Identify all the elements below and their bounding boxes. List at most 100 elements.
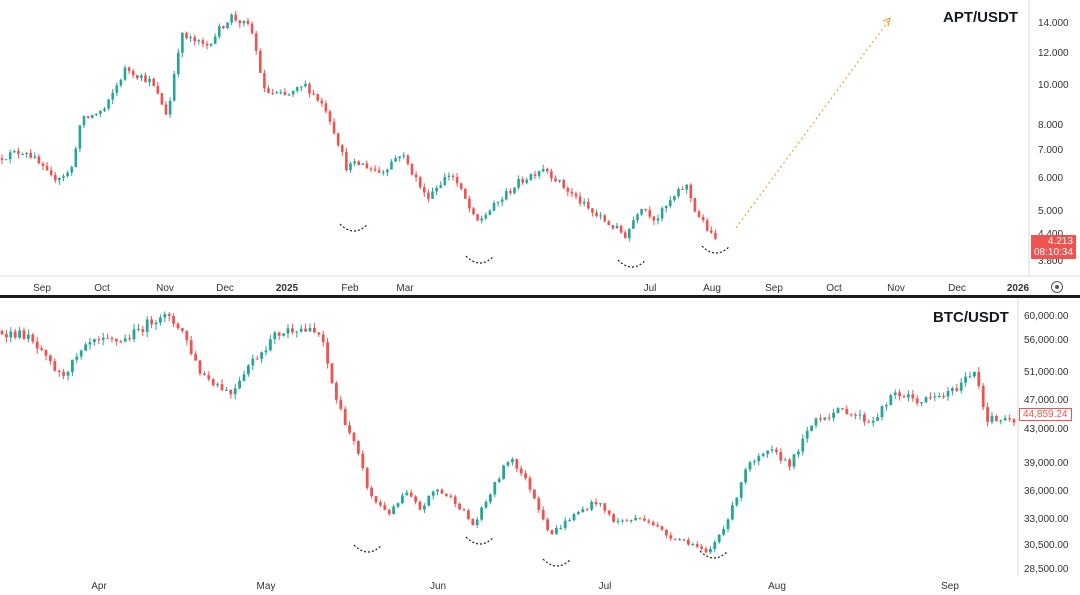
apt-candle xyxy=(390,161,393,170)
btc-candle xyxy=(585,509,589,511)
btc-candle xyxy=(141,329,145,332)
apt-candle xyxy=(533,174,537,176)
apt-candle xyxy=(484,214,488,219)
btc-candle xyxy=(370,487,373,497)
btc-candle xyxy=(902,396,906,398)
btc-candle xyxy=(863,414,866,422)
apt-y-tick: 7.000 xyxy=(1038,145,1063,156)
apt-candle xyxy=(628,228,631,239)
btc-candle xyxy=(629,520,633,522)
apt-candle xyxy=(427,192,430,199)
apt-candle xyxy=(488,210,492,215)
btc-candle xyxy=(823,417,827,420)
btc-candle xyxy=(374,496,378,503)
btc-chart-panel[interactable]: 60,000.00 56,000.00 51,000.00 47,000.00 43,0… xyxy=(0,298,1080,595)
btc-candle xyxy=(871,420,875,423)
apt-candle xyxy=(382,172,385,174)
apt-candle xyxy=(513,187,516,194)
btc-candle xyxy=(53,361,57,371)
btc-candle xyxy=(761,453,765,457)
btc-candle xyxy=(700,546,703,549)
apt-candle xyxy=(246,20,250,24)
apt-candle xyxy=(58,177,61,181)
apt-candle xyxy=(37,156,41,164)
apt-x-tick: Dec xyxy=(216,283,234,294)
btc-bottom-annotation xyxy=(465,536,495,545)
apt-candle xyxy=(431,191,434,199)
apt-candle xyxy=(66,172,69,177)
apt-candle xyxy=(291,90,295,95)
apt-candle xyxy=(648,210,652,217)
apt-candle xyxy=(582,201,586,204)
btc-candle xyxy=(304,328,307,332)
btc-candle xyxy=(537,498,541,510)
btc-candle xyxy=(977,371,981,386)
btc-candle xyxy=(489,494,492,502)
btc-candle xyxy=(651,522,655,526)
apt-candle xyxy=(599,215,602,217)
btc-candle xyxy=(783,459,787,461)
btc-candle xyxy=(893,392,897,396)
btc-candle xyxy=(594,501,598,505)
btc-candle xyxy=(841,408,844,410)
btc-candle xyxy=(132,329,136,340)
btc-candle xyxy=(726,519,730,529)
btc-candle xyxy=(233,388,237,395)
apt-candle xyxy=(189,37,192,39)
btc-candle xyxy=(172,316,175,324)
btc-candle xyxy=(942,395,945,397)
apt-candle xyxy=(468,198,471,209)
apt-chart[interactable]: 14.000 12.000 10.000 8.000 7.000 6.000 5.000 4.… xyxy=(0,0,1080,296)
apt-candle xyxy=(394,158,397,162)
apt-candle xyxy=(336,133,340,146)
apt-candle xyxy=(439,185,442,188)
apt-x-tick: 2026 xyxy=(1007,283,1030,294)
btc-candle xyxy=(766,450,769,454)
apt-chart-panel[interactable]: 14.000 12.000 10.000 8.000 7.000 6.000 5.000 4.… xyxy=(0,0,1080,296)
btc-candle xyxy=(541,509,545,520)
apt-candle xyxy=(578,196,582,204)
btc-chart[interactable]: 60,000.00 56,000.00 51,000.00 47,000.00 43,0… xyxy=(0,298,1080,595)
apt-y-tick: 10.000 xyxy=(1038,80,1069,91)
btc-candle xyxy=(805,430,809,439)
apt-candle xyxy=(283,91,287,95)
btc-candle xyxy=(27,334,30,339)
apt-candle xyxy=(681,189,684,191)
settings-icon[interactable] xyxy=(1051,281,1063,293)
btc-candle xyxy=(181,328,184,331)
btc-candle xyxy=(423,505,426,510)
apt-x-tick: Mar xyxy=(396,283,414,294)
btc-candle xyxy=(1003,418,1007,421)
apt-candle xyxy=(242,20,246,24)
apt-candle xyxy=(673,196,676,201)
apt-candle xyxy=(304,83,307,87)
btc-candle xyxy=(577,511,580,515)
btc-candle xyxy=(379,502,382,506)
apt-candle xyxy=(500,199,504,202)
apt-candle xyxy=(521,178,524,183)
apt-bottom-annotation xyxy=(339,223,369,232)
btc-candle xyxy=(665,529,668,536)
apt-x-tick: Nov xyxy=(156,283,174,294)
btc-x-tick: Sep xyxy=(941,581,959,592)
btc-candle xyxy=(673,538,677,540)
apt-candle xyxy=(373,168,377,171)
btc-candle xyxy=(735,497,739,506)
btc-candle xyxy=(713,542,717,550)
apt-candle xyxy=(17,151,20,155)
apt-candle xyxy=(103,108,106,111)
btc-candle xyxy=(357,441,360,454)
btc-candle xyxy=(414,496,417,502)
btc-candle xyxy=(79,350,83,357)
btc-candle xyxy=(251,358,255,366)
btc-candle xyxy=(915,398,919,404)
btc-candle xyxy=(9,331,13,338)
btc-candle xyxy=(885,405,888,407)
btc-candle xyxy=(484,501,488,508)
apt-y-tick: 3.800 xyxy=(1038,256,1063,267)
apt-y-tick: 6.000 xyxy=(1038,173,1063,184)
apt-x-tick: Sep xyxy=(33,283,51,294)
btc-candle xyxy=(959,382,963,391)
apt-candle xyxy=(259,50,262,73)
btc-candle xyxy=(185,330,189,341)
